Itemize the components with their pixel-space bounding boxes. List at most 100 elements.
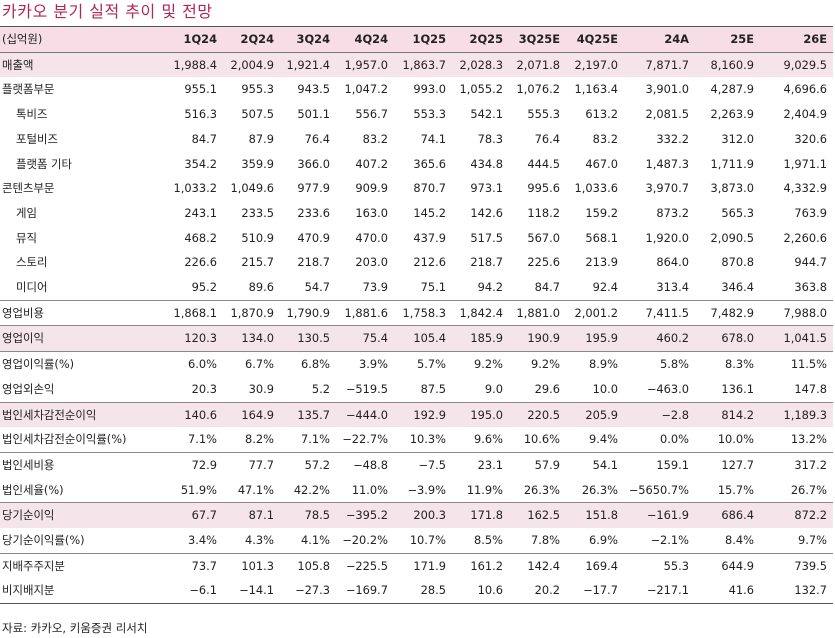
table-cell: 678.0 [695, 325, 760, 352]
table-cell: 2,028.3 [459, 57, 503, 72]
table-body: 매출액 1,988.4 2,004.9 1,921.4 1,957.0 1,863.7 2,… [0, 52, 833, 605]
table-row: 포털비즈 84.7 87.9 76.4 83.2 74.1 78.3 76.4 83.2 332.… [0, 127, 833, 152]
table-cell: 83.2 [362, 131, 388, 146]
table-cell: 864.0 [656, 255, 689, 270]
table-cell: 159.1 [624, 451, 695, 478]
column-header: 26E [803, 32, 827, 46]
table-cell: 78.3 [477, 131, 503, 146]
table-cell: 11.0% [351, 482, 388, 497]
table-cell: 1,870.9 [223, 299, 280, 326]
table-row: 뮤직 468.2 510.9 470.9 470.0 437.9 517.5 567.0 568… [0, 226, 833, 251]
table-cell: 366.0 [297, 156, 330, 171]
table-cell: 444.5 [527, 156, 560, 171]
table-cell: 9.2% [452, 351, 509, 377]
table-cell: 8.9% [566, 351, 624, 377]
table-cell: 87.1 [223, 502, 280, 529]
table-cell: 4.1% [301, 533, 330, 548]
table-cell: 944.7 [794, 255, 827, 270]
table-header-row: (십억원) 1Q24 2Q24 3Q24 4Q24 1Q25 2Q25 3Q25… [0, 26, 833, 53]
table-cell: 10.3% [409, 432, 446, 447]
table-cell: 6.9% [589, 533, 618, 548]
table-row: 영업외손익 20.3 30.9 5.2 −519.5 87.5 9.0 29.6 10.0 −46… [0, 377, 833, 402]
table-row: 플랫폼부문 955.1 955.3 943.5 1,047.2 993.0 1,055.2 1… [0, 77, 833, 102]
table-cell: 363.8 [794, 280, 827, 295]
table-cell: 55.3 [624, 552, 695, 579]
row-label: 뮤직 [16, 230, 37, 245]
table-row: 플랫폼 기타 354.2 359.9 366.0 407.2 365.6 434.8 444.… [0, 152, 833, 177]
table-cell: 84.7 [534, 280, 560, 295]
table-row: 당기순이익 67.7 87.1 78.5 −395.2 200.3 171.8 162.5 15… [0, 502, 833, 529]
table-cell: 434.8 [470, 156, 503, 171]
table-row: 영업비용 1,868.1 1,870.9 1,790.9 1,881.6 1,758.3 1… [0, 299, 833, 326]
table-cell: 1,033.2 [173, 181, 217, 196]
column-header: 25E [730, 32, 754, 46]
table-cell: 407.2 [355, 156, 388, 171]
table-cell: 87.5 [420, 381, 446, 396]
table-cell: 95.2 [191, 280, 217, 295]
table-cell: −20.2% [342, 533, 388, 548]
table-cell: −48.8 [336, 451, 394, 478]
row-label: 스토리 [16, 255, 48, 270]
table-cell: 78.5 [280, 502, 336, 529]
table-cell: 73.9 [362, 280, 388, 295]
table-cell: 553.3 [413, 107, 446, 122]
table-cell: 1,957.0 [344, 57, 388, 72]
table-row: 영업이익 120.3 134.0 130.5 75.4 105.4 185.9 190.9 19… [0, 325, 833, 352]
table-cell: 1,049.6 [230, 181, 274, 196]
table-cell: 7,411.5 [624, 299, 695, 326]
table-cell: 1,189.3 [760, 401, 833, 428]
table-cell: 1,047.2 [344, 82, 388, 97]
table-cell: −2.8 [624, 401, 695, 428]
table-cell: −14.1 [223, 578, 280, 605]
table-cell: −395.2 [336, 502, 394, 529]
table-cell: 365.6 [413, 156, 446, 171]
table-cell: 501.1 [297, 107, 330, 122]
table-cell: 26.7% [790, 482, 827, 497]
table-cell: 120.3 [165, 325, 223, 352]
table-cell: 507.5 [241, 107, 274, 122]
table-row: 법인세차감전순이익률(%) 7.1% 8.2% 7.1% −22.7% 10.3% 9.6%… [0, 427, 833, 452]
table-cell: 213.9 [585, 255, 618, 270]
table-cell: 142.4 [509, 552, 566, 579]
row-label: 포털비즈 [16, 131, 58, 146]
table-cell: 1,163.4 [574, 82, 618, 97]
column-header: 2Q24 [240, 32, 274, 46]
table-cell: 192.9 [394, 401, 452, 428]
table-cell: 7.1% [301, 432, 330, 447]
table-cell: 76.4 [304, 131, 330, 146]
table-cell: 317.2 [760, 451, 833, 478]
table-cell: 8.5% [474, 533, 503, 548]
table-cell: 159.2 [585, 205, 618, 220]
table-cell: 1,055.2 [459, 82, 503, 97]
table-cell: 1,988.4 [173, 57, 217, 72]
table-cell: 10.6 [452, 578, 509, 605]
table-cell: 510.9 [241, 230, 274, 245]
table-cell: 147.8 [794, 381, 827, 396]
table-cell: 1,033.6 [574, 181, 618, 196]
table-cell: 127.7 [695, 451, 760, 478]
row-label: 당기순이익 [0, 502, 165, 529]
table-cell: 190.9 [509, 325, 566, 352]
table-cell: 567.0 [527, 230, 560, 245]
table-cell: 4,287.9 [710, 82, 754, 97]
table-cell: 739.5 [760, 552, 833, 579]
table-cell: 2,090.5 [710, 230, 754, 245]
row-label: 당기순이익률(%) [2, 533, 85, 548]
table-cell: 226.6 [184, 255, 217, 270]
table-cell: 29.6 [534, 381, 560, 396]
row-label: 영업이익률(%) [0, 351, 165, 377]
table-cell: 87.9 [248, 131, 274, 146]
table-cell: 1,921.4 [286, 57, 330, 72]
table-cell: 8.4% [725, 533, 754, 548]
table-cell: 9.7% [798, 533, 827, 548]
row-label: 플랫폼 기타 [16, 156, 73, 171]
table-cell: −225.5 [336, 552, 394, 579]
table-cell: 105.4 [394, 325, 452, 352]
column-header: 2Q25 [469, 32, 503, 46]
table-cell: 215.7 [241, 255, 274, 270]
table-cell: 171.9 [394, 552, 452, 579]
table-cell: 9.2% [509, 351, 566, 377]
table-row: 미디어 95.2 89.6 54.7 73.9 75.1 94.2 84.7 92.4 313.4… [0, 275, 833, 300]
table-cell: 41.6 [695, 578, 760, 605]
table-cell: 1,971.1 [783, 156, 827, 171]
